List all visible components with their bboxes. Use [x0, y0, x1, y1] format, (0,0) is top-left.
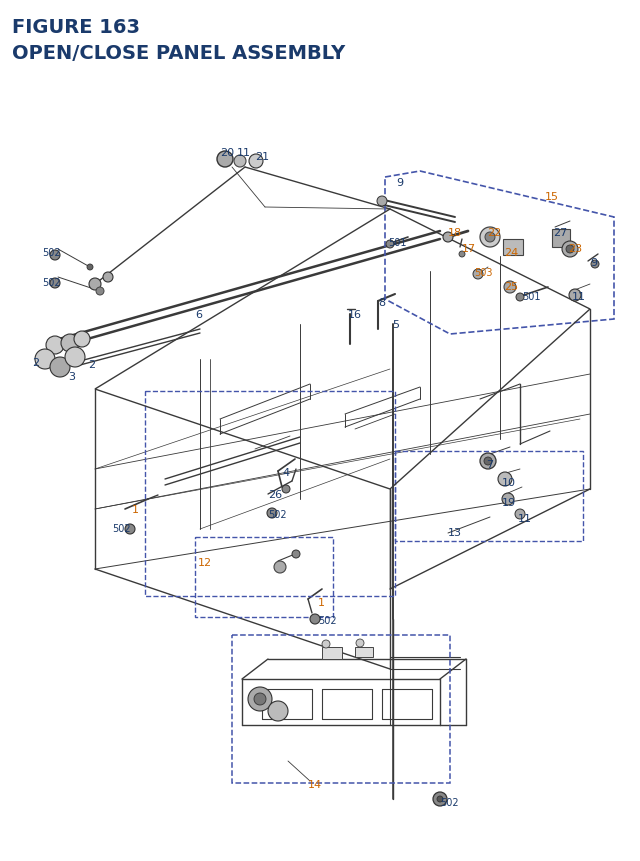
Text: 14: 14	[308, 779, 322, 789]
Text: 503: 503	[474, 268, 493, 278]
Circle shape	[480, 454, 496, 469]
Text: 11: 11	[237, 148, 251, 158]
Circle shape	[89, 279, 101, 291]
Text: 9: 9	[396, 177, 403, 188]
Circle shape	[61, 335, 79, 353]
Bar	[552, 230, 570, 248]
Text: 15: 15	[545, 192, 559, 201]
Circle shape	[459, 251, 465, 257]
Circle shape	[249, 155, 263, 169]
Text: 26: 26	[268, 489, 282, 499]
Text: 3: 3	[68, 372, 75, 381]
Text: 1: 1	[318, 598, 325, 607]
Text: 18: 18	[448, 228, 462, 238]
Circle shape	[87, 264, 93, 270]
Circle shape	[591, 261, 599, 269]
Text: 501: 501	[388, 238, 406, 248]
Circle shape	[35, 350, 55, 369]
Circle shape	[566, 245, 574, 254]
Text: 502: 502	[42, 278, 61, 288]
Bar	[322, 647, 342, 660]
Circle shape	[310, 614, 320, 624]
Text: 17: 17	[462, 244, 476, 254]
Text: 20: 20	[220, 148, 234, 158]
Circle shape	[356, 639, 364, 647]
Text: 7: 7	[486, 460, 493, 469]
Text: 2: 2	[32, 357, 39, 368]
Circle shape	[74, 331, 90, 348]
Text: 1: 1	[132, 505, 139, 514]
Text: 502: 502	[440, 797, 459, 807]
Circle shape	[292, 550, 300, 558]
Circle shape	[484, 457, 492, 466]
Text: 4: 4	[282, 468, 289, 478]
Circle shape	[515, 510, 525, 519]
Text: 5: 5	[392, 319, 399, 330]
Text: 23: 23	[568, 244, 582, 254]
Text: 16: 16	[348, 310, 362, 319]
Text: 502: 502	[42, 248, 61, 257]
Circle shape	[254, 693, 266, 705]
Text: 21: 21	[255, 152, 269, 162]
Text: 13: 13	[448, 528, 462, 537]
Circle shape	[377, 197, 387, 207]
Text: 10: 10	[502, 478, 516, 487]
Circle shape	[437, 796, 443, 802]
Text: 11: 11	[518, 513, 532, 523]
Circle shape	[65, 348, 85, 368]
Circle shape	[248, 687, 272, 711]
Circle shape	[516, 294, 524, 301]
Circle shape	[267, 508, 277, 518]
Text: 502: 502	[268, 510, 287, 519]
Circle shape	[50, 279, 60, 288]
Text: 2: 2	[88, 360, 95, 369]
Circle shape	[502, 493, 514, 505]
Text: 24: 24	[504, 248, 518, 257]
Circle shape	[50, 251, 60, 261]
Circle shape	[274, 561, 286, 573]
Text: 502: 502	[318, 616, 337, 625]
Circle shape	[480, 228, 500, 248]
Text: 12: 12	[198, 557, 212, 567]
Text: 501: 501	[522, 292, 541, 301]
Text: 8: 8	[378, 298, 385, 307]
Circle shape	[50, 357, 70, 378]
Text: FIGURE 163: FIGURE 163	[12, 18, 140, 37]
Circle shape	[504, 282, 516, 294]
Bar	[355, 647, 373, 657]
Text: OPEN/CLOSE PANEL ASSEMBLY: OPEN/CLOSE PANEL ASSEMBLY	[12, 44, 345, 63]
Circle shape	[268, 701, 288, 722]
Text: 6: 6	[195, 310, 202, 319]
Text: 502: 502	[112, 523, 131, 533]
Circle shape	[125, 524, 135, 535]
Circle shape	[433, 792, 447, 806]
Text: 25: 25	[504, 282, 518, 292]
Circle shape	[443, 232, 453, 243]
Circle shape	[217, 152, 233, 168]
Text: 9: 9	[590, 257, 597, 268]
Text: 22: 22	[487, 228, 501, 238]
Circle shape	[569, 289, 581, 301]
Circle shape	[234, 156, 246, 168]
Circle shape	[562, 242, 578, 257]
Text: 27: 27	[553, 228, 567, 238]
Bar	[503, 239, 523, 256]
Circle shape	[322, 641, 330, 648]
Circle shape	[386, 241, 394, 249]
Text: 11: 11	[572, 292, 586, 301]
Circle shape	[473, 269, 483, 280]
Circle shape	[103, 273, 113, 282]
Circle shape	[46, 337, 64, 355]
Text: 19: 19	[502, 498, 516, 507]
Circle shape	[282, 486, 290, 493]
Circle shape	[498, 473, 512, 486]
Circle shape	[96, 288, 104, 295]
Circle shape	[485, 232, 495, 243]
